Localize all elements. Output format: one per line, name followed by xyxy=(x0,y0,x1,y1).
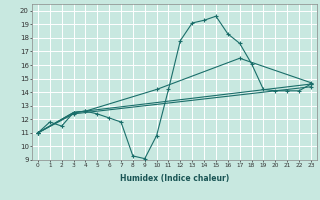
X-axis label: Humidex (Indice chaleur): Humidex (Indice chaleur) xyxy=(120,174,229,183)
